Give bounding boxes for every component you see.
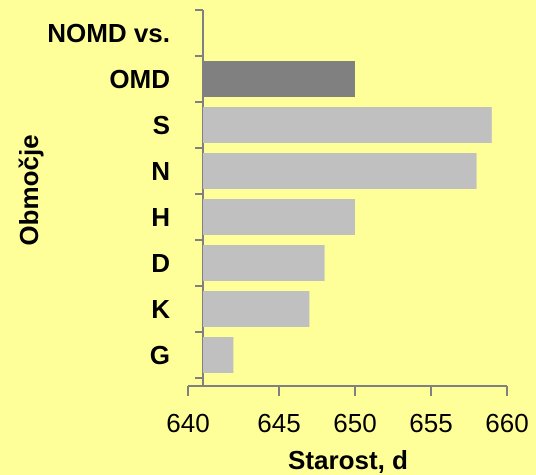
category-label: N: [151, 156, 170, 186]
x-tick-label: 660: [485, 408, 528, 438]
x-tick-label: 640: [166, 408, 209, 438]
category-label: OMD: [109, 64, 170, 94]
x-tick-label: 655: [409, 408, 452, 438]
bar-n: [203, 153, 477, 189]
bar-omd: [203, 61, 355, 97]
bar-d: [203, 245, 325, 281]
category-label: NOMD vs.: [47, 18, 170, 48]
category-label: K: [151, 294, 170, 324]
category-label: S: [153, 110, 170, 140]
bar-g: [203, 337, 234, 373]
x-tick-labels: 640 645 650 655 660: [166, 408, 528, 438]
x-tick-label: 645: [257, 408, 300, 438]
x-tick-label: 650: [333, 408, 376, 438]
y-axis-title: Območje: [14, 134, 44, 245]
bar-s: [203, 107, 492, 143]
category-label: H: [151, 202, 170, 232]
category-label: G: [150, 340, 170, 370]
category-label: D: [151, 248, 170, 278]
bar-h: [203, 199, 355, 235]
x-axis-title: Starost, d: [288, 445, 408, 475]
chart-bars: [203, 61, 492, 373]
bar-k: [203, 291, 310, 327]
